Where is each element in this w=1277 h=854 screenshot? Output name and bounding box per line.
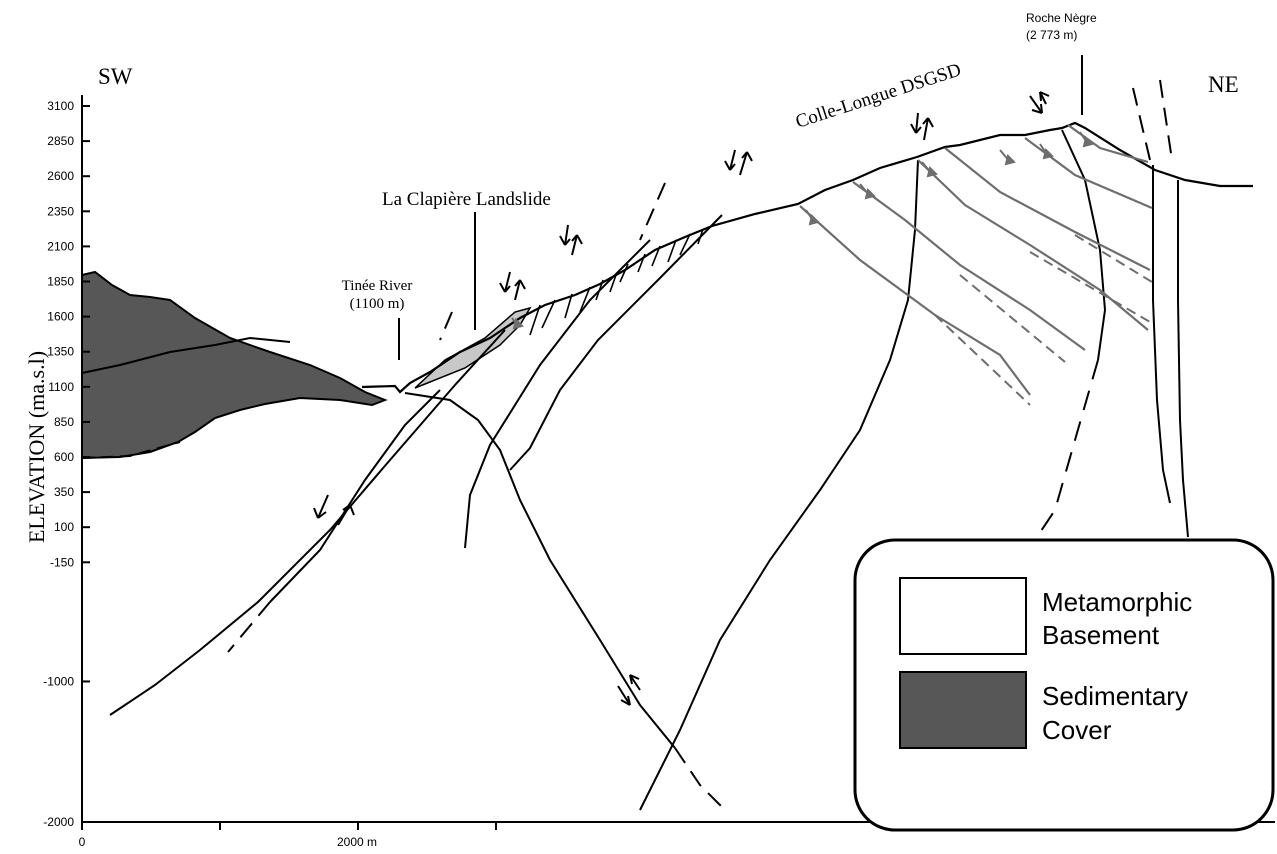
legend-label-sedimentary-line1: Sedimentary bbox=[1042, 681, 1188, 711]
y-tick-marks bbox=[82, 105, 90, 823]
sedimentary-cover bbox=[81, 270, 388, 460]
y-tick-label: -1000 bbox=[43, 674, 74, 688]
y-tick-label: 1600 bbox=[47, 310, 74, 324]
fault-5 bbox=[404, 392, 676, 749]
fault-5-dashed bbox=[674, 747, 726, 811]
dashed-trace-2 bbox=[639, 182, 666, 241]
y-tick-label: 1850 bbox=[47, 275, 74, 289]
fault-7-dashed bbox=[1034, 359, 1099, 541]
fault-8 bbox=[1152, 165, 1171, 504]
dashed-trace-4 bbox=[1159, 79, 1173, 161]
legend-label-metamorphic-line2: Basement bbox=[1042, 620, 1160, 650]
y-tick-label: 1100 bbox=[48, 380, 74, 394]
legend-swatch-sedimentary bbox=[899, 671, 1027, 749]
x-tick-label-0: 0 bbox=[79, 835, 86, 849]
topographic-surface bbox=[361, 121, 1253, 394]
dashed-trace-1 bbox=[439, 311, 453, 341]
fault-9 bbox=[1177, 180, 1189, 538]
fault-6 bbox=[639, 159, 919, 811]
secondary-fractures bbox=[529, 228, 704, 336]
y-tick-label: 2350 bbox=[47, 204, 74, 218]
ne-direction-label: NE bbox=[1208, 72, 1239, 97]
y-tick-label: 100 bbox=[54, 520, 74, 534]
y-tick-label: 2600 bbox=[47, 169, 74, 183]
y-tick-labels: 3100 2850 2600 2350 2100 1850 1600 1350 1100 850 6… bbox=[43, 99, 74, 829]
legend: Metamorphic Basement Sedimentary Cover bbox=[853, 538, 1275, 832]
y-tick-label: 1350 bbox=[47, 345, 74, 359]
y-tick-label: 3100 bbox=[47, 99, 74, 113]
y-tick-label: 850 bbox=[54, 415, 74, 429]
landslide-label: La Clapière Landslide bbox=[382, 189, 551, 210]
x-tick-marks bbox=[81, 822, 497, 830]
sediment-inner-contact bbox=[81, 336, 291, 374]
legend-swatch-metamorphic bbox=[899, 577, 1027, 655]
fault-4 bbox=[509, 214, 723, 471]
y-tick-label: -2000 bbox=[43, 815, 74, 829]
fault-1-dashed bbox=[227, 601, 271, 653]
peak-name-label: Roche Nègre bbox=[1026, 11, 1097, 25]
fault-1 bbox=[269, 389, 441, 603]
x-tick-label-2000: 2000 m bbox=[337, 835, 377, 849]
legend-label-metamorphic-line1: Metamorphic bbox=[1042, 587, 1192, 617]
y-tick-label: 2850 bbox=[47, 134, 74, 148]
y-tick-label: 2100 bbox=[47, 239, 74, 253]
legend-label-sedimentary-line2: Cover bbox=[1042, 715, 1112, 745]
y-tick-label: -150 bbox=[50, 555, 74, 569]
y-tick-label: 600 bbox=[54, 450, 74, 464]
river-name-label: Tinée River bbox=[342, 278, 413, 294]
fault-2 bbox=[109, 329, 506, 716]
fault-7 bbox=[1061, 129, 1107, 361]
dsgsd-label: Colle-Longue DSGSD bbox=[793, 59, 964, 132]
peak-elevation-label: (2 773 m) bbox=[1026, 28, 1077, 42]
sw-direction-label: SW bbox=[98, 64, 133, 89]
sediment-base-dashed bbox=[81, 441, 181, 459]
river-elevation-label: (1100 m) bbox=[350, 296, 405, 312]
y-tick-label: 350 bbox=[54, 485, 74, 499]
dashed-trace-3 bbox=[1132, 87, 1151, 161]
dsgsd-dashed-extensions bbox=[934, 234, 1153, 406]
sliding-direction-arrows bbox=[511, 131, 1094, 330]
y-axis-title: ELEVATION (ma.s.l) bbox=[24, 351, 49, 543]
fault-motion-arrows bbox=[313, 91, 1050, 706]
